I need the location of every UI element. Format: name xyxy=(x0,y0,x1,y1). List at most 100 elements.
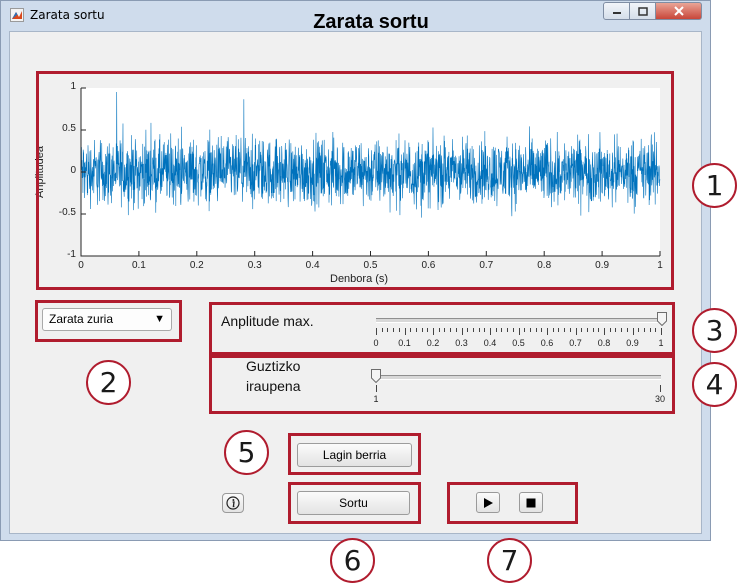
amplitude-minor-tick xyxy=(529,328,531,332)
amplitude-minor-tick xyxy=(495,328,497,332)
noise-type-dropdown[interactable]: Zarata zuria ▼ xyxy=(42,308,172,331)
amplitude-minor-tick xyxy=(541,328,543,332)
stop-icon xyxy=(526,498,536,507)
amplitude-minor-tick xyxy=(524,328,526,332)
amplitude-minor-tick xyxy=(472,328,474,332)
amplitude-minor-tick xyxy=(438,328,440,332)
amplitude-minor-tick xyxy=(604,328,605,332)
amplitude-minor-tick xyxy=(626,328,628,332)
y-tick-label: 0.5 xyxy=(62,123,76,134)
amplitude-minor-tick xyxy=(609,328,611,332)
close-button[interactable] xyxy=(656,2,702,20)
amplitude-tick-label: 0.2 xyxy=(426,338,440,348)
x-tick-label: 0.5 xyxy=(363,260,378,271)
window-title: Zarata sortu xyxy=(30,8,105,22)
amplitude-minor-tick xyxy=(575,328,577,332)
amplitude-minor-tick xyxy=(632,328,634,332)
x-tick-label: 0 xyxy=(78,260,84,271)
amplitude-minor-tick xyxy=(421,328,423,332)
amplitude-slider[interactable] xyxy=(376,318,663,323)
amplitude-minor-tick xyxy=(444,328,446,332)
amplitude-minor-tick xyxy=(558,328,560,332)
x-tick-label: 0.3 xyxy=(247,260,262,271)
noise-type-selected: Zarata zuria xyxy=(49,312,114,326)
duration-slider-thumb[interactable] xyxy=(371,369,381,383)
stop-button[interactable] xyxy=(519,492,543,513)
title-bar: Zarata sortu xyxy=(1,1,710,29)
page-title: Zarata sortu xyxy=(313,11,429,33)
minimize-icon xyxy=(612,12,621,14)
amplitude-minor-tick xyxy=(512,328,514,332)
amplitude-minor-tick xyxy=(484,328,486,332)
amplitude-minor-tick xyxy=(638,328,640,332)
amplitude-minor-tick xyxy=(387,328,389,332)
duration-label-line1: Guztizko xyxy=(246,358,301,374)
amplitude-minor-tick xyxy=(655,328,657,332)
duration-label-line2: iraupena xyxy=(246,378,301,394)
amplitude-tick-label: 0.8 xyxy=(597,338,611,348)
amplitude-minor-tick xyxy=(569,328,571,332)
amplitude-minor-tick xyxy=(661,328,662,332)
minimize-button[interactable] xyxy=(603,2,630,20)
info-icon xyxy=(226,496,240,510)
x-tick-label: 0.6 xyxy=(421,260,436,271)
close-icon xyxy=(673,6,684,16)
amplitude-tick-label: 0.7 xyxy=(569,338,582,348)
amplitude-minor-tick xyxy=(398,328,400,332)
callout-box-amplitude xyxy=(209,302,675,355)
duration-slider[interactable] xyxy=(372,375,661,380)
amplitude-minor-tick xyxy=(586,328,588,332)
x-tick-label: 0.1 xyxy=(131,260,146,271)
x-tick-label: 0.2 xyxy=(189,260,204,271)
amplitude-minor-tick xyxy=(615,328,617,332)
maximize-button[interactable] xyxy=(630,2,656,20)
window-controls xyxy=(603,2,702,21)
x-tick-label: 0.9 xyxy=(595,260,610,271)
amplitude-label: Anplitude max. xyxy=(221,313,314,329)
amplitude-minor-tick xyxy=(564,328,566,332)
amplitude-minor-tick xyxy=(433,328,434,332)
amplitude-minor-tick xyxy=(598,328,600,332)
y-tick-label: 1 xyxy=(70,81,76,92)
amplitude-tick-label: 0.9 xyxy=(626,338,639,348)
amplitude-slider-thumb[interactable] xyxy=(657,312,667,326)
y-tick-label: -0.5 xyxy=(58,207,76,218)
play-button[interactable] xyxy=(476,492,500,513)
callout-number-3: 3 xyxy=(692,308,737,353)
amplitude-minor-tick xyxy=(410,328,412,332)
amplitude-minor-tick xyxy=(643,328,645,332)
play-icon xyxy=(484,497,493,508)
amplitude-minor-tick xyxy=(621,328,623,332)
noise-signal-line xyxy=(80,92,661,218)
y-tick-label: -1 xyxy=(67,249,76,260)
x-tick-label: 0.7 xyxy=(479,260,494,271)
amplitude-minor-tick xyxy=(415,328,417,332)
amplitude-minor-tick xyxy=(381,328,383,332)
amplitude-minor-tick xyxy=(404,328,406,332)
new-sample-button[interactable]: Lagin berria xyxy=(297,443,412,467)
amplitude-minor-tick xyxy=(455,328,457,332)
x-tick-label: 1 xyxy=(657,260,663,271)
amplitude-minor-tick xyxy=(467,328,469,332)
callout-box-playback xyxy=(447,482,578,524)
amplitude-tick-label: 0.6 xyxy=(540,338,554,348)
callout-number-4: 4 xyxy=(692,362,737,407)
amplitude-minor-tick xyxy=(649,328,651,332)
dropdown-arrow-icon: ▼ xyxy=(154,313,165,325)
amplitude-minor-tick xyxy=(478,328,480,332)
callout-number-5: 5 xyxy=(224,430,269,475)
x-tick-label: 0.8 xyxy=(537,260,552,271)
info-button[interactable] xyxy=(222,493,244,513)
amplitude-minor-tick xyxy=(490,328,491,332)
amplitude-tick-label: 0.4 xyxy=(483,338,497,348)
amplitude-tick-label: 0 xyxy=(373,338,379,348)
callout-box-dropdown xyxy=(35,300,182,342)
amplitude-minor-tick xyxy=(518,328,520,332)
generate-button[interactable]: Sortu xyxy=(297,491,410,515)
amplitude-minor-tick xyxy=(376,328,377,332)
amplitude-tick-label: 0.5 xyxy=(512,338,525,348)
amplitude-minor-tick xyxy=(393,328,395,332)
callout-box-new-sample xyxy=(288,433,421,475)
amplitude-minor-tick xyxy=(547,328,548,332)
